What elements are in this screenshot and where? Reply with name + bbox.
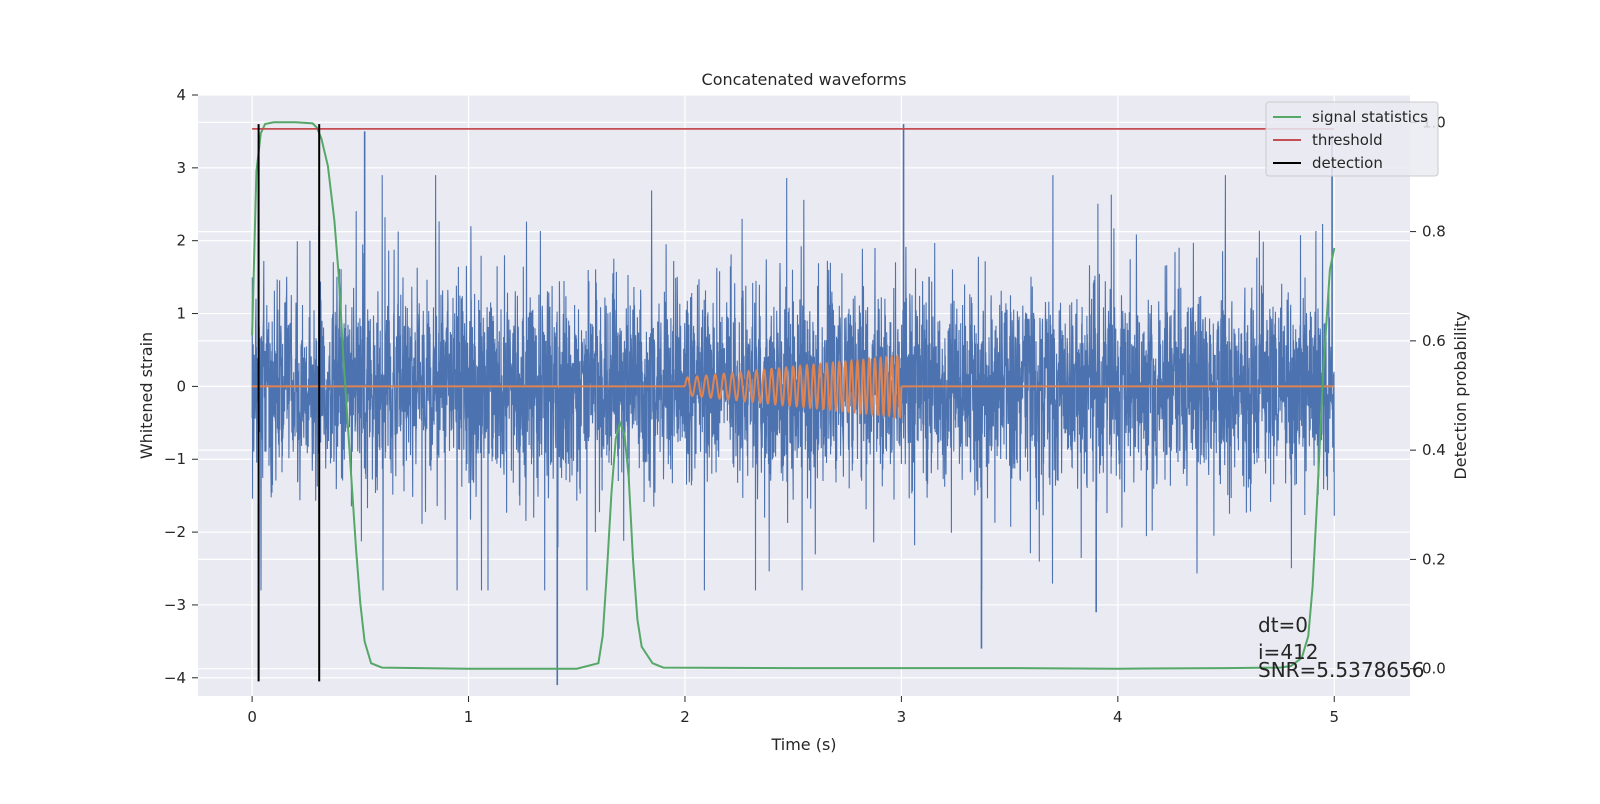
annotation-dt: dt=0: [1258, 613, 1308, 637]
y-tick-label: −1: [164, 450, 186, 468]
x-tick-label: 3: [897, 708, 907, 726]
x-tick-label: 4: [1113, 708, 1123, 726]
noise-trace: [251, 124, 1335, 686]
x-tick-label: 0: [247, 708, 257, 726]
legend-frame: [1265, 101, 1439, 177]
legend-label-signal-statistics: signal statistics: [1312, 108, 1428, 126]
y-tick-label: 2: [176, 232, 186, 250]
y-tick-label: 4: [176, 86, 186, 104]
x-tick-label: 1: [464, 708, 474, 726]
y2-tick-label: 0.2: [1422, 550, 1446, 568]
noise-line: [251, 175, 1335, 591]
annotation-snr: SNR=5.5378656: [1258, 658, 1424, 682]
y-tick-label: −2: [164, 523, 186, 541]
signal-statistics-line: [251, 121, 1336, 670]
y-tick-label: −4: [164, 669, 186, 687]
y-tick-label: 1: [176, 305, 186, 323]
template-trace: [252, 353, 1335, 420]
y-tick-label: 0: [176, 377, 186, 395]
y-tick-label: 3: [176, 159, 186, 177]
template-chirp: [684, 353, 903, 420]
y2-tick-label: 0.0: [1422, 660, 1446, 678]
legend-label-detection: detection: [1312, 154, 1383, 172]
detection-series: [257, 124, 321, 682]
x-tick-label: 2: [680, 708, 690, 726]
y-axis-title: Whitened strain: [137, 332, 156, 459]
y2-axis-title: Detection probability: [1451, 311, 1470, 479]
y2-tick-label: 0.8: [1422, 223, 1446, 241]
signal-statistics-series: [251, 121, 1336, 670]
legend: signal statistics threshold detection: [1265, 101, 1439, 177]
y2-tick-label: 0.4: [1422, 441, 1446, 459]
chart-title: Concatenated waveforms: [702, 70, 907, 89]
legend-label-threshold: threshold: [1312, 131, 1383, 149]
y-tick-label: −3: [164, 596, 186, 614]
annotation-index: i=412: [1258, 640, 1319, 664]
y2-tick-label: 0.6: [1422, 332, 1446, 350]
x-axis-title: Time (s): [770, 735, 836, 754]
x-tick-label: 5: [1329, 708, 1339, 726]
